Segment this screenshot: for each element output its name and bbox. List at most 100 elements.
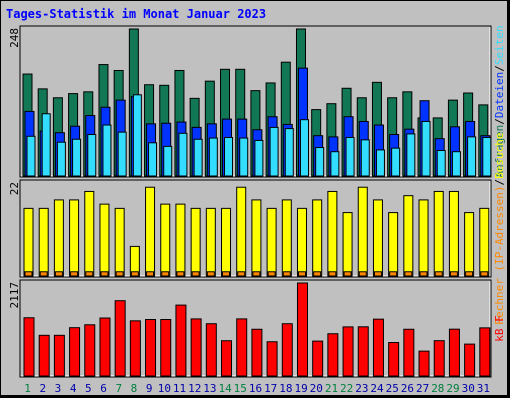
day-label-3: 3 bbox=[55, 382, 62, 395]
pages-bar-day-20 bbox=[315, 147, 325, 177]
day-label-9: 9 bbox=[146, 382, 153, 395]
sites-bar-day-1 bbox=[24, 271, 33, 277]
visits-bar-day-22 bbox=[342, 212, 353, 277]
day-label-4: 4 bbox=[70, 382, 77, 395]
kbytes-bar-day-31 bbox=[479, 327, 491, 377]
day-label-12: 12 bbox=[188, 382, 201, 395]
day-label-15: 15 bbox=[234, 382, 247, 395]
sites-bar-day-6 bbox=[100, 271, 109, 277]
kbytes-bar-day-8 bbox=[129, 320, 141, 377]
visits-bar-day-16 bbox=[251, 199, 262, 277]
pages-bar-day-5 bbox=[87, 134, 97, 177]
hits-files-pages-legend-part-5: Seiten bbox=[493, 25, 506, 65]
day-label-1: 1 bbox=[24, 382, 31, 395]
pages-bar-day-31 bbox=[482, 136, 492, 177]
day-label-2: 2 bbox=[39, 382, 46, 395]
day-label-24: 24 bbox=[370, 382, 384, 395]
pages-bar-day-6 bbox=[102, 124, 112, 177]
hits-files-pages-legend-part-2: / bbox=[493, 118, 506, 125]
day-label-17: 17 bbox=[264, 382, 277, 395]
day-label-21: 21 bbox=[325, 382, 338, 395]
visits-bar-day-26 bbox=[403, 195, 414, 277]
kbytes-bar-day-29 bbox=[448, 328, 460, 377]
kbytes-bar-day-17 bbox=[266, 341, 278, 377]
kbytes-bar-day-11 bbox=[175, 304, 187, 377]
pages-bar-day-15 bbox=[239, 137, 249, 177]
pages-bar-day-13 bbox=[208, 137, 218, 177]
pages-bar-day-8 bbox=[132, 94, 142, 177]
visits-bar-day-11 bbox=[175, 203, 186, 277]
pages-bar-day-14 bbox=[224, 136, 234, 177]
pages-bar-day-28 bbox=[436, 150, 446, 177]
sites-bar-day-11 bbox=[176, 271, 185, 277]
pages-bar-day-24 bbox=[375, 149, 385, 177]
visits-bar-day-18 bbox=[281, 199, 292, 277]
sites-bar-day-7 bbox=[115, 271, 124, 277]
kbytes-bar-day-19 bbox=[296, 282, 308, 377]
visits-bar-day-12 bbox=[190, 207, 201, 277]
pages-bar-day-1 bbox=[26, 135, 36, 177]
visits-bar-day-28 bbox=[433, 190, 444, 277]
pages-bar-day-16 bbox=[254, 139, 264, 177]
kbytes-bar-day-20 bbox=[312, 340, 324, 377]
pages-bar-day-30 bbox=[467, 136, 477, 177]
visits-bar-day-30 bbox=[464, 212, 475, 277]
visits-bar-day-5 bbox=[84, 190, 95, 277]
visits-bar-day-6 bbox=[99, 203, 110, 277]
hits-files-pages-legend-part-1: Anfragen bbox=[493, 125, 506, 178]
visits-bar-day-9 bbox=[145, 186, 156, 277]
day-label-8: 8 bbox=[131, 382, 138, 395]
pages-bar-day-29 bbox=[451, 151, 461, 177]
sites-bar-day-27 bbox=[419, 271, 428, 277]
visits-bar-day-3 bbox=[53, 199, 64, 277]
day-label-5: 5 bbox=[85, 382, 92, 395]
pages-bar-day-25 bbox=[391, 147, 401, 177]
day-label-22: 22 bbox=[340, 382, 353, 395]
pages-bar-day-19 bbox=[299, 119, 309, 177]
kbytes-bar-day-1 bbox=[23, 317, 35, 377]
day-label-13: 13 bbox=[203, 382, 216, 395]
sites-bar-day-30 bbox=[465, 271, 474, 277]
kbytes-bar-day-13 bbox=[205, 323, 217, 377]
kbytes-bar-day-22 bbox=[342, 326, 354, 377]
pages-bar-day-22 bbox=[345, 136, 355, 177]
day-label-23: 23 bbox=[355, 382, 368, 395]
kbytes-bar-day-12 bbox=[190, 318, 202, 377]
day-label-25: 25 bbox=[386, 382, 399, 395]
sites-bar-day-18 bbox=[282, 271, 291, 277]
kbytes-bar-day-23 bbox=[357, 326, 369, 377]
sites-bar-day-28 bbox=[434, 271, 443, 277]
visits-bar-day-24 bbox=[372, 199, 383, 277]
sites-bar-day-31 bbox=[480, 271, 489, 277]
visits-bar-day-4 bbox=[69, 199, 80, 277]
kbytes-bar-day-24 bbox=[372, 318, 384, 377]
pages-bar-day-11 bbox=[178, 132, 188, 177]
sites-bar-day-23 bbox=[358, 271, 367, 277]
hits-files-pages-legend-part-3: Dateien bbox=[493, 72, 506, 118]
visits-bar-day-15 bbox=[236, 186, 247, 277]
sites-visits-legend: Rechner (IP-Adressen)/Besuche bbox=[493, 132, 506, 324]
sites-bar-day-14 bbox=[222, 271, 231, 277]
visits-bar-day-1 bbox=[23, 207, 34, 277]
sites-bar-day-5 bbox=[85, 271, 94, 277]
visits-axis-max-label: 22 bbox=[8, 182, 21, 195]
day-label-28: 28 bbox=[431, 382, 444, 395]
pages-bar-day-7 bbox=[117, 131, 127, 177]
pages-bar-day-17 bbox=[269, 126, 279, 177]
day-label-19: 19 bbox=[294, 382, 307, 395]
hits-axis-max-label: 248 bbox=[8, 28, 21, 48]
sites-bar-day-15 bbox=[237, 271, 246, 277]
pages-bar-day-2 bbox=[41, 113, 51, 177]
kbytes-bar-day-21 bbox=[327, 333, 339, 377]
visits-bar-day-27 bbox=[418, 199, 429, 277]
kbytes-bar-day-4 bbox=[69, 327, 81, 377]
pages-bar-day-18 bbox=[284, 128, 294, 177]
day-label-16: 16 bbox=[249, 382, 262, 395]
sites-bar-day-13 bbox=[206, 271, 215, 277]
kbytes-bar-day-6 bbox=[99, 317, 111, 377]
hits-files-pages-legend: Anfragen/Dateien/Seiten bbox=[493, 25, 506, 177]
sites-bar-day-4 bbox=[70, 271, 79, 277]
day-label-10: 10 bbox=[158, 382, 171, 395]
hits-files-pages-legend-part-4: / bbox=[493, 65, 506, 72]
